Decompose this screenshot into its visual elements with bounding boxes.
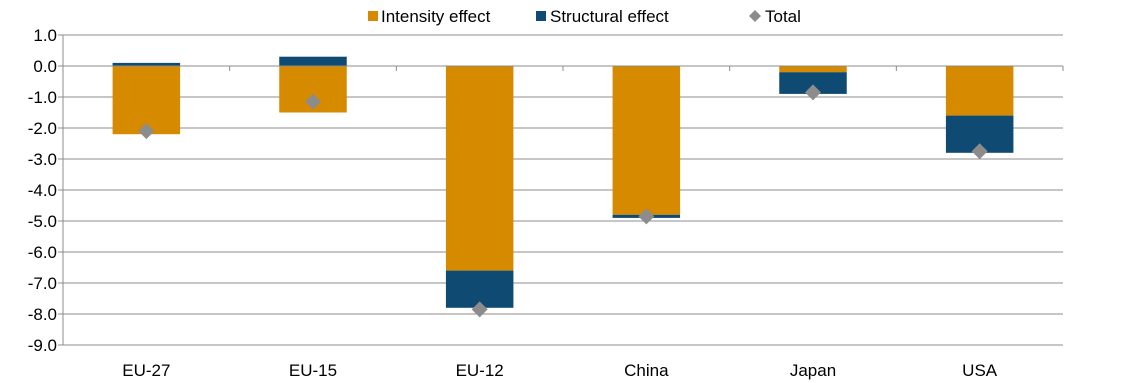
bar-structural-effect: [779, 72, 847, 94]
bar-intensity-effect: [779, 66, 847, 73]
y-tick-label: -3.0: [28, 150, 57, 169]
x-category-label: EU-12: [456, 361, 504, 380]
y-tick-label: 0.0: [33, 57, 57, 76]
total-marker: [971, 143, 988, 160]
gridlines: [63, 34, 1063, 346]
y-tick-label: -8.0: [28, 305, 57, 324]
legend-label-structural-effect: Structural effect: [550, 7, 669, 26]
bars: [112, 56, 1014, 308]
total-marker: [471, 301, 488, 318]
y-tick-label: -6.0: [28, 243, 57, 262]
bar-structural-effect: [279, 56, 347, 66]
y-tick-label: -9.0: [28, 336, 57, 355]
x-category-label: USA: [962, 361, 998, 380]
y-tick-label: -2.0: [28, 119, 57, 138]
legend-label-intensity-effect: Intensity effect: [381, 7, 491, 26]
y-tick-label: -4.0: [28, 181, 57, 200]
legend-label-total: Total: [765, 7, 801, 26]
bar-intensity-effect: [612, 66, 681, 215]
bar-intensity-effect: [945, 66, 1014, 116]
total-marker: [138, 123, 155, 140]
y-tick-label: -7.0: [28, 274, 57, 293]
y-axis-labels: 1.0 0.0 -1.0 -2.0 -3.0 -4.0 -5.0 -6.0 -7.0 -8.0 -9…: [28, 26, 57, 355]
x-category-label: EU-15: [289, 361, 337, 380]
total-markers: [138, 84, 988, 318]
bar-intensity-effect: [445, 66, 514, 271]
x-category-label: Japan: [790, 361, 836, 380]
bar-intensity-effect: [112, 66, 181, 135]
legend-swatch-structural-effect: [536, 11, 546, 21]
y-tick-label: -5.0: [28, 212, 57, 231]
x-category-label: EU-27: [122, 361, 170, 380]
y-tick-label: 1.0: [33, 26, 57, 45]
legend-swatch-intensity-effect: [368, 11, 378, 21]
axes: [58, 34, 1064, 346]
total-marker: [638, 208, 655, 225]
x-axis-labels: EU-27 EU-15 EU-12 China Japan USA: [122, 361, 998, 380]
total-marker: [805, 84, 821, 101]
legend-swatch-total: [749, 10, 761, 22]
x-category-label: China: [624, 361, 669, 380]
total-marker: [305, 93, 321, 110]
y-tick-label: -1.0: [28, 88, 57, 107]
legend: Intensity effect Structural effect Total: [368, 7, 801, 26]
bar-structural-effect: [112, 62, 181, 66]
